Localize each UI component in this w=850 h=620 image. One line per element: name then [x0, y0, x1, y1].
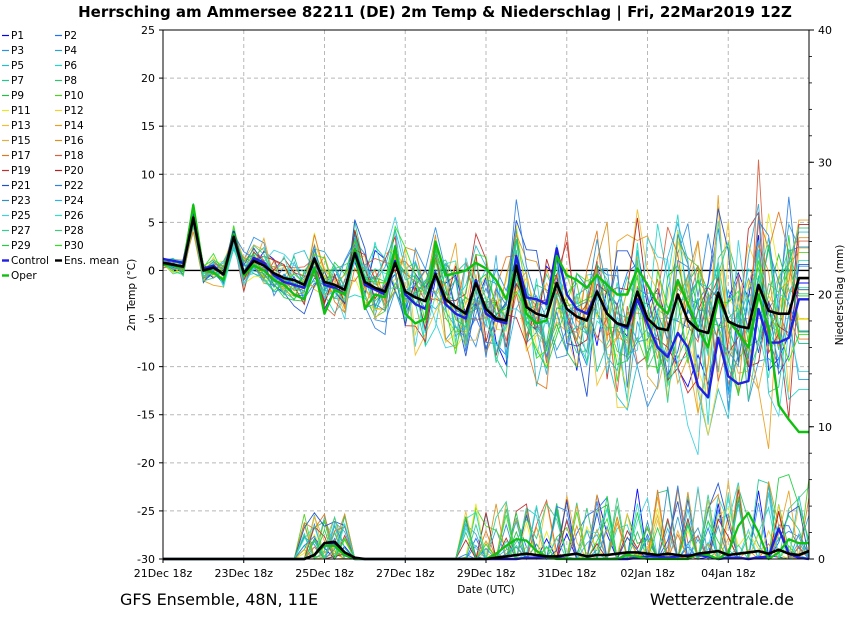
- legend-label-p7: P7: [11, 75, 24, 87]
- legend-label-p22: P22: [64, 180, 84, 192]
- x-tick-label: 02Jan 18z: [620, 567, 674, 580]
- footer-brand: Wetterzentrale.de: [650, 590, 794, 609]
- x-tick-label: 31Dec 18z: [537, 567, 596, 580]
- legend-label-p30: P30: [64, 240, 84, 252]
- chart-title: Herrsching am Ammersee 82211 (DE) 2m Tem…: [78, 3, 792, 22]
- legend-label-p20: P20: [64, 165, 84, 177]
- y-tick-label-left: -5: [144, 313, 155, 326]
- legend-label-p27: P27: [11, 225, 31, 237]
- legend-label-p15: P15: [11, 135, 31, 147]
- y-axis-label-left: 2m Temp (°C): [126, 259, 138, 331]
- y-axis-label-right: Niederschlag (mm): [834, 245, 846, 346]
- legend-label-p4: P4: [64, 45, 77, 57]
- y-tick-label-left: 25: [141, 24, 155, 37]
- x-tick-label: 27Dec 18z: [376, 567, 435, 580]
- legend-label-p28: P28: [64, 225, 84, 237]
- legend-label-p8: P8: [64, 75, 77, 87]
- legend-label-p10: P10: [64, 90, 84, 102]
- legend-label-p14: P14: [64, 120, 84, 132]
- legend-label-p25: P25: [11, 210, 31, 222]
- legend-label-p13: P13: [11, 120, 31, 132]
- legend-label-p9: P9: [11, 90, 24, 102]
- legend-label-p24: P24: [64, 195, 84, 207]
- legend-label-p26: P26: [64, 210, 84, 222]
- legend-label-p3: P3: [11, 45, 24, 57]
- legend-label-control: Control: [11, 255, 49, 267]
- y-tick-label-left: 10: [141, 168, 155, 181]
- member-temp-line-p22: [162, 196, 809, 392]
- legend-label-p11: P11: [11, 105, 31, 117]
- y-tick-label-right: 0: [818, 553, 825, 566]
- legend-label-p17: P17: [11, 150, 31, 162]
- legend-label-p29: P29: [11, 240, 31, 252]
- member-temp-line-p30: [162, 211, 809, 382]
- legend-label-p18: P18: [64, 150, 84, 162]
- legend-label-p21: P21: [11, 180, 31, 192]
- axes-group: 25 20 15 10 5 0 -5 -10 -15 -20 -25 -30 40 30 20 10 0 21De…: [134, 24, 832, 580]
- y-tick-label-left: -15: [137, 409, 155, 422]
- x-tick-label: 23Dec 18z: [214, 567, 273, 580]
- y-tick-label-left: 15: [141, 120, 155, 133]
- x-tick-label: 21Dec 18z: [134, 567, 193, 580]
- legend-label-p1: P1: [11, 30, 24, 42]
- y-tick-label-right: 10: [818, 421, 832, 434]
- y-tick-label-left: -20: [137, 457, 155, 470]
- y-tick-label-left: -30: [137, 553, 155, 566]
- legend-label-p23: P23: [11, 195, 31, 207]
- y-tick-label-left: -25: [137, 505, 155, 518]
- footer-model-info: GFS Ensemble, 48N, 11E: [120, 590, 318, 609]
- legend: P1 P2 P3 P4 P5 P6 P7 P8 P9 P10 P11 P12 P13 P14 P15 P16 P…: [2, 30, 119, 282]
- legend-label-p5: P5: [11, 60, 24, 72]
- y-tick-label-left: 5: [148, 216, 155, 229]
- mean-temp-line: [162, 216, 809, 335]
- legend-label-p19: P19: [11, 165, 31, 177]
- x-axis-label: Date (UTC): [457, 584, 514, 596]
- x-tick-label: 04Jan 18z: [701, 567, 755, 580]
- legend-label-ens-mean: Ens. mean: [64, 255, 119, 267]
- member-temp-line-p20: [162, 209, 809, 382]
- x-tick-label: 25Dec 18z: [295, 567, 354, 580]
- y-tick-label-left: 20: [141, 72, 155, 85]
- y-tick-label-left: 0: [148, 264, 155, 277]
- legend-label-oper: Oper: [11, 270, 37, 282]
- member-temp-line-p23: [162, 223, 809, 368]
- y-tick-label-left: -10: [137, 361, 155, 374]
- x-tick-label: 29Dec 18z: [457, 567, 516, 580]
- member-temp-line-p27: [162, 214, 809, 403]
- y-tick-label-right: 40: [818, 24, 832, 37]
- legend-label-p12: P12: [64, 105, 84, 117]
- legend-label-p16: P16: [64, 135, 84, 147]
- y-tick-label-right: 20: [818, 289, 832, 302]
- legend-label-p2: P2: [64, 30, 77, 42]
- y-tick-label-right: 30: [818, 156, 832, 169]
- legend-label-p6: P6: [64, 60, 77, 72]
- oper-temp-line: [162, 203, 809, 434]
